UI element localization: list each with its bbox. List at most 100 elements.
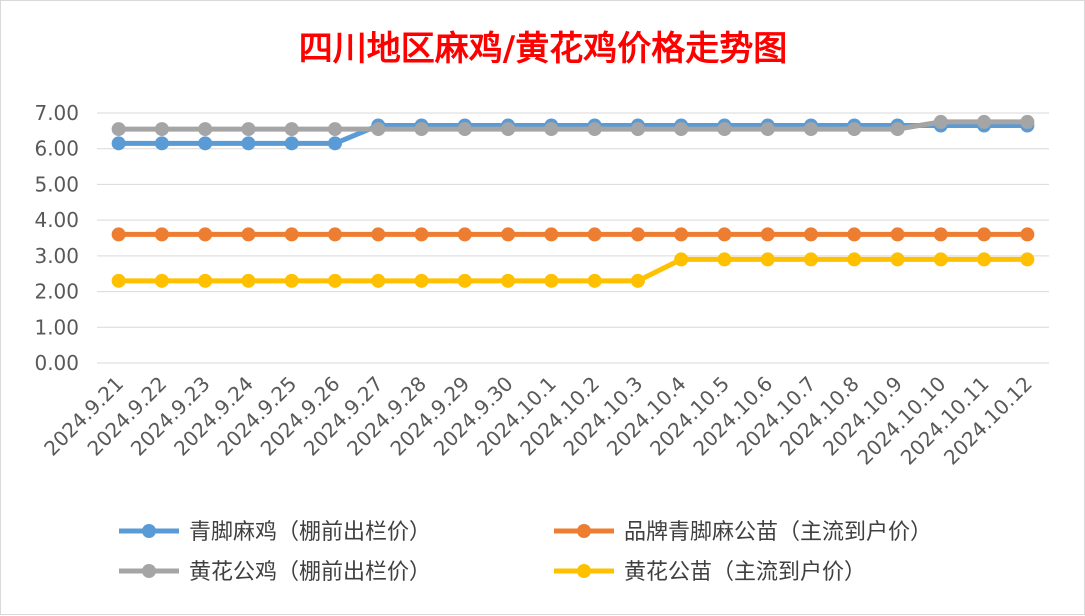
data-point [890,227,905,242]
series-line [118,256,1028,284]
data-point [630,227,645,242]
data-point [890,122,905,137]
data-point [328,122,342,137]
series-2 [111,227,1035,242]
x-axis-tick-labels: 2024.9.212024.9.222024.9.232024.9.242024… [39,372,1037,470]
data-point [804,122,818,137]
data-point [501,273,516,288]
series-4 [111,252,1035,288]
data-point [1020,252,1035,267]
data-point [414,273,429,288]
data-point [198,136,213,151]
data-point [457,273,472,288]
data-point [760,122,775,137]
legend-item: 品牌青脚麻公苗（主流到户价） [554,520,932,545]
y-tick-label: 2.00 [34,280,79,304]
legend-item: 黄花公鸡（棚前出栏价） [119,560,431,585]
data-point [501,122,516,137]
data-point [111,273,126,288]
data-point [587,273,602,288]
data-point [587,122,602,137]
data-point [630,122,645,137]
gridlines [97,112,1049,364]
data-point [1020,227,1035,242]
legend: 青脚麻鸡（棚前出栏价） 品牌青脚麻公苗（主流到户价） 黄花公鸡（棚前出栏价） 黄花公苗… [119,520,932,585]
data-point [760,252,775,267]
data-point [977,114,992,129]
legend-item: 青脚麻鸡（棚前出栏价） [119,520,431,545]
data-point [241,122,256,137]
data-point [544,273,559,288]
data-point [198,227,213,242]
data-point [328,273,342,288]
data-point [414,122,429,137]
data-point [328,136,342,151]
data-point [847,227,862,242]
legend-marker [577,524,591,538]
legend-label: 青脚麻鸡（棚前出栏价） [189,520,431,545]
data-point [154,122,169,137]
data-point [717,252,732,267]
data-point [154,273,169,288]
data-point [587,227,602,242]
data-point [111,136,126,151]
data-point [804,227,818,242]
y-tick-label: 5.00 [34,172,79,196]
data-point [674,227,689,242]
series-line [118,119,1028,132]
data-point [198,273,213,288]
legend-label: 黄花公鸡（棚前出栏价） [189,560,431,585]
y-tick-label: 7.00 [34,101,79,125]
data-point [154,136,169,151]
data-point [933,114,948,129]
legend-label: 黄花公苗（主流到户价） [624,560,866,585]
data-point [198,122,213,137]
data-point [760,227,775,242]
data-point [717,227,732,242]
data-point [241,227,256,242]
data-point [977,227,992,242]
data-point [414,227,429,242]
chart-title: 四川地区麻鸡/黄花鸡价格走势图 [299,29,787,69]
data-point [328,227,342,242]
data-point [717,122,732,137]
data-point [457,122,472,137]
data-point [544,122,559,137]
legend-marker [577,564,591,578]
data-point [371,227,386,242]
y-tick-label: 3.00 [34,244,79,268]
data-point [457,227,472,242]
data-point [154,227,169,242]
data-point [847,252,862,267]
y-tick-label: 4.00 [34,208,79,232]
data-point [890,252,905,267]
data-point [284,227,299,242]
data-point [674,122,689,137]
data-point [501,227,516,242]
data-point [284,136,299,151]
data-point [630,273,645,288]
data-point [544,227,559,242]
series-line [118,123,1028,146]
y-tick-label: 0.00 [34,351,79,375]
legend-marker [142,564,156,578]
data-point [111,122,126,137]
y-axis-tick-labels: 0.00 1.00 2.00 3.00 4.00 5.00 6.00 7.00 [34,101,79,375]
data-point [371,122,386,137]
data-point [977,252,992,267]
series-layer [111,114,1035,288]
legend-item: 黄花公苗（主流到户价） [554,560,866,585]
data-point [933,252,948,267]
data-point [241,136,256,151]
data-point [804,252,818,267]
y-tick-label: 6.00 [34,137,79,161]
legend-label: 品牌青脚麻公苗（主流到户价） [624,520,932,545]
data-point [371,273,386,288]
data-point [1020,114,1035,129]
series-3 [111,114,1035,137]
data-point [111,227,126,242]
data-point [241,273,256,288]
y-tick-label: 1.00 [34,315,79,339]
